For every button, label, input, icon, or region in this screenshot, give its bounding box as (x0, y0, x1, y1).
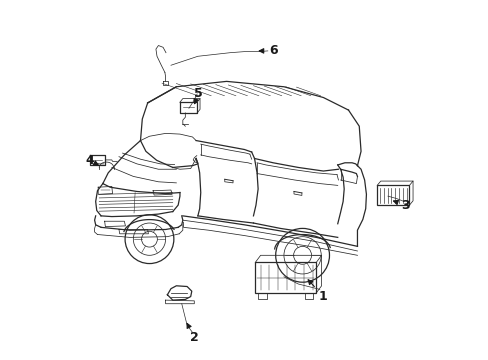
Bar (376, 185, 408, 205)
Text: 4: 4 (85, 154, 99, 167)
Text: 5: 5 (193, 87, 202, 104)
Text: 6: 6 (259, 44, 277, 57)
Text: 1: 1 (307, 280, 327, 303)
Text: 3: 3 (393, 199, 409, 212)
Bar (255, 262, 316, 293)
Text: 2: 2 (187, 323, 198, 344)
